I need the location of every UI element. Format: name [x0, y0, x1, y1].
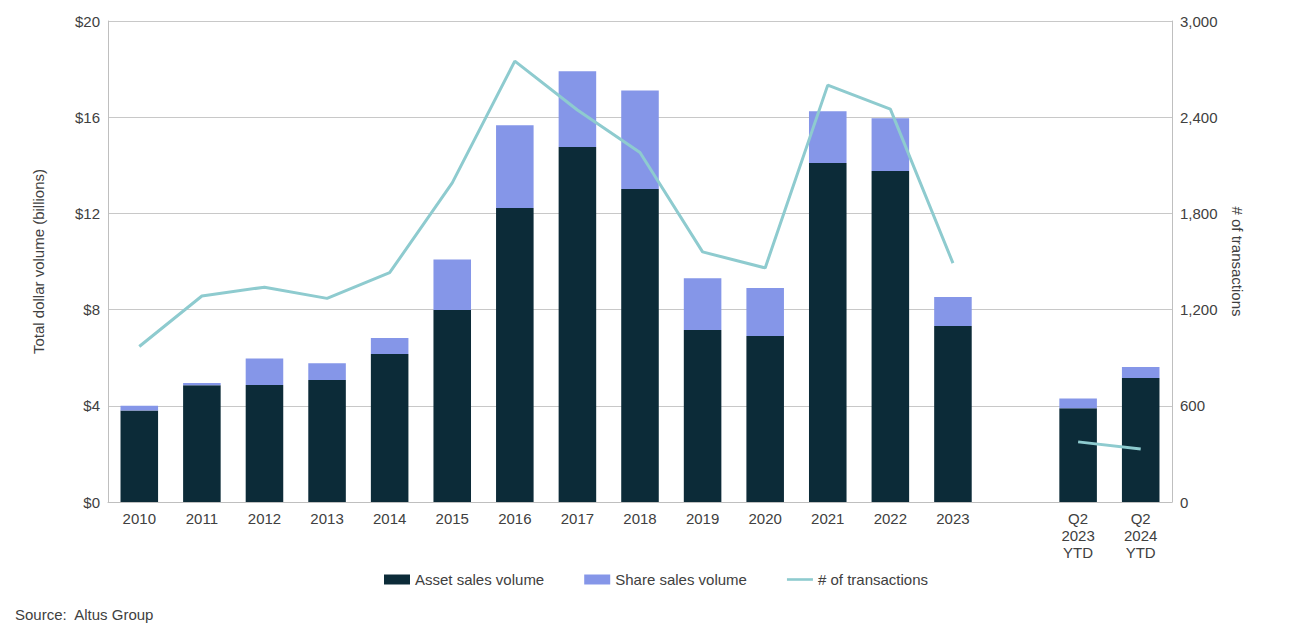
svg-text:$0: $0 — [83, 494, 100, 511]
svg-text:$8: $8 — [83, 301, 100, 318]
svg-text:# of transactions: # of transactions — [1229, 206, 1246, 316]
svg-text:2010: 2010 — [123, 510, 156, 527]
svg-text:2022: 2022 — [874, 510, 907, 527]
svg-text:2011: 2011 — [186, 510, 218, 527]
svg-text:YTD: YTD — [1063, 544, 1093, 561]
svg-text:1,200: 1,200 — [1180, 301, 1218, 318]
svg-text:2,400: 2,400 — [1180, 109, 1218, 126]
svg-text:$4: $4 — [83, 397, 100, 414]
svg-text:0: 0 — [1180, 494, 1188, 511]
svg-text:2014: 2014 — [373, 510, 406, 527]
svg-text:2018: 2018 — [623, 510, 656, 527]
svg-text:$16: $16 — [75, 109, 100, 126]
svg-text:2016: 2016 — [498, 510, 531, 527]
svg-text:Source: Altus Group: Source: Altus Group — [15, 606, 153, 623]
svg-text:2017: 2017 — [561, 510, 594, 527]
svg-text:Asset sales volume: Asset sales volume — [415, 571, 544, 588]
svg-text:2015: 2015 — [436, 510, 469, 527]
svg-text:2021: 2021 — [811, 510, 844, 527]
svg-text:Total dollar volume (billions): Total dollar volume (billions) — [30, 169, 47, 354]
svg-text:600: 600 — [1180, 397, 1205, 414]
svg-text:Share sales volume: Share sales volume — [615, 571, 747, 588]
svg-text:Q2: Q2 — [1131, 510, 1151, 527]
svg-text:2023: 2023 — [936, 510, 969, 527]
svg-text:3,000: 3,000 — [1180, 13, 1218, 30]
svg-text:YTD: YTD — [1126, 544, 1156, 561]
svg-text:Q2: Q2 — [1068, 510, 1088, 527]
svg-text:# of transactions: # of transactions — [818, 571, 928, 588]
svg-text:$20: $20 — [75, 13, 100, 30]
svg-text:2023: 2023 — [1061, 527, 1094, 544]
svg-text:$12: $12 — [75, 205, 100, 222]
svg-text:1,800: 1,800 — [1180, 205, 1218, 222]
svg-text:2020: 2020 — [748, 510, 781, 527]
svg-text:2013: 2013 — [310, 510, 343, 527]
svg-text:2024: 2024 — [1124, 527, 1157, 544]
svg-text:2012: 2012 — [248, 510, 281, 527]
svg-text:2019: 2019 — [686, 510, 719, 527]
